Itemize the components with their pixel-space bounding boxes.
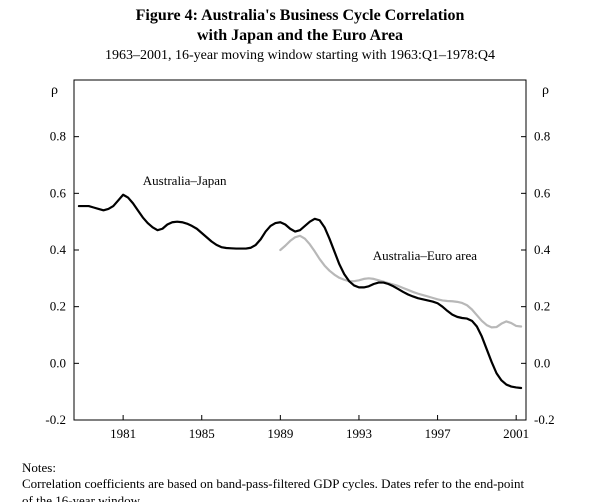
notes-text: Correlation coefficients are based on ba…	[22, 476, 528, 502]
xtick-label: 1989	[267, 426, 293, 441]
ytick-label-right: 0.2	[534, 299, 550, 314]
figure-title: Figure 4: Australia's Business Cycle Cor…	[0, 0, 600, 46]
ytick-label-left: 0.4	[50, 242, 67, 257]
xtick-label: 1993	[346, 426, 372, 441]
figure-subtitle: 1963–2001, 16-year moving window startin…	[0, 48, 600, 64]
y-axis-label-left: ρ	[51, 83, 58, 98]
figure-title-line1: Figure 4: Australia's Business Cycle Cor…	[136, 7, 465, 24]
figure-notes: Notes: Correlation coefficients are base…	[22, 460, 578, 502]
xtick-label: 1981	[110, 426, 136, 441]
chart-area: -0.2 -0.2 0.0 0.0 0.2 0.2 0.4 0.4 0.6 0.6 0.8 0.8 19…	[0, 70, 600, 450]
ytick-label-left: 0.0	[50, 355, 66, 370]
series-label: Australia–Euro area	[373, 248, 478, 263]
ytick-label-left: 0.8	[50, 129, 66, 144]
xtick-label: 2001	[503, 426, 529, 441]
ytick-label-right: -0.2	[534, 412, 555, 427]
ytick-label-right: 0.0	[534, 355, 550, 370]
ytick-label-left: 0.2	[50, 299, 66, 314]
ytick-label-right: 0.8	[534, 129, 550, 144]
correlation-chart: -0.2 -0.2 0.0 0.0 0.2 0.2 0.4 0.4 0.6 0.6 0.8 0.8 19…	[0, 70, 600, 450]
ytick-label-left: 0.6	[50, 185, 67, 200]
ytick-label-left: -0.2	[45, 412, 66, 427]
series-label: Australia–Japan	[143, 173, 227, 188]
ytick-label-right: 0.6	[534, 185, 551, 200]
figure-container: Figure 4: Australia's Business Cycle Cor…	[0, 0, 600, 502]
notes-label: Notes:	[22, 460, 72, 476]
xtick-label: 1997	[425, 426, 452, 441]
xtick-label: 1985	[189, 426, 215, 441]
figure-title-line2: with Japan and the Euro Area	[197, 27, 403, 44]
y-axis-label-right: ρ	[542, 83, 549, 98]
ytick-label-right: 0.4	[534, 242, 551, 257]
